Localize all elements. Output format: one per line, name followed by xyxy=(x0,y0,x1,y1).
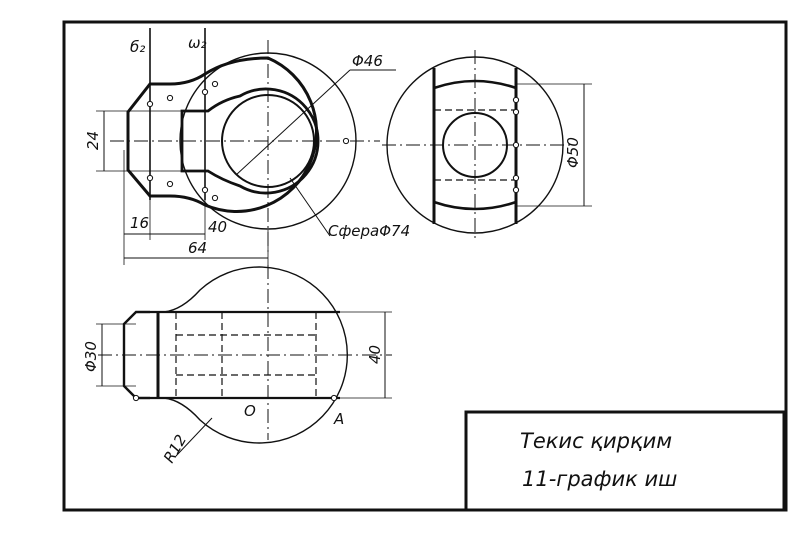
label-dim-40-top: 40 xyxy=(208,218,227,236)
label-dia-30: Φ30 xyxy=(82,341,100,372)
leader-r12 xyxy=(175,417,213,457)
point-a-marker xyxy=(330,394,338,402)
leader-dia-46 xyxy=(235,69,351,176)
label-sphere-74: СфераΦ74 xyxy=(328,222,410,240)
sphere-outline xyxy=(179,52,357,230)
leader-sphere xyxy=(289,177,331,237)
sheet-frame xyxy=(62,20,788,512)
title-line-1: Текис қирқим xyxy=(520,429,672,453)
point-r12-marker xyxy=(132,394,140,402)
label-dia-46: Φ46 xyxy=(352,52,383,70)
side-sphere-outline xyxy=(386,56,564,234)
title-block xyxy=(464,410,786,512)
bore-circle xyxy=(221,94,315,188)
label-dia-50: Φ50 xyxy=(564,137,582,168)
label-dim-16: 16 xyxy=(130,214,149,232)
label-point-o: O xyxy=(244,402,256,420)
label-plane-w2: ω₂ xyxy=(188,34,207,52)
side-view xyxy=(382,50,592,242)
inner-bore-contour xyxy=(180,87,320,195)
label-dim-64: 64 xyxy=(188,239,207,257)
side-points xyxy=(512,96,520,194)
label-point-a: A xyxy=(333,410,344,428)
title-line-2: 11-график иш xyxy=(522,467,677,491)
label-plane-b2: б₂ xyxy=(130,38,145,56)
side-arc-top xyxy=(433,79,517,90)
side-bore-circle xyxy=(442,112,508,178)
label-dim-40-right: 40 xyxy=(366,345,384,364)
intersection-points xyxy=(146,80,350,202)
label-dim-24: 24 xyxy=(84,131,102,150)
side-arc-bottom xyxy=(433,200,517,211)
label-radius-12: R12 xyxy=(160,431,190,466)
front-view xyxy=(96,28,396,265)
top-view xyxy=(96,265,392,457)
top-outline xyxy=(150,266,348,444)
